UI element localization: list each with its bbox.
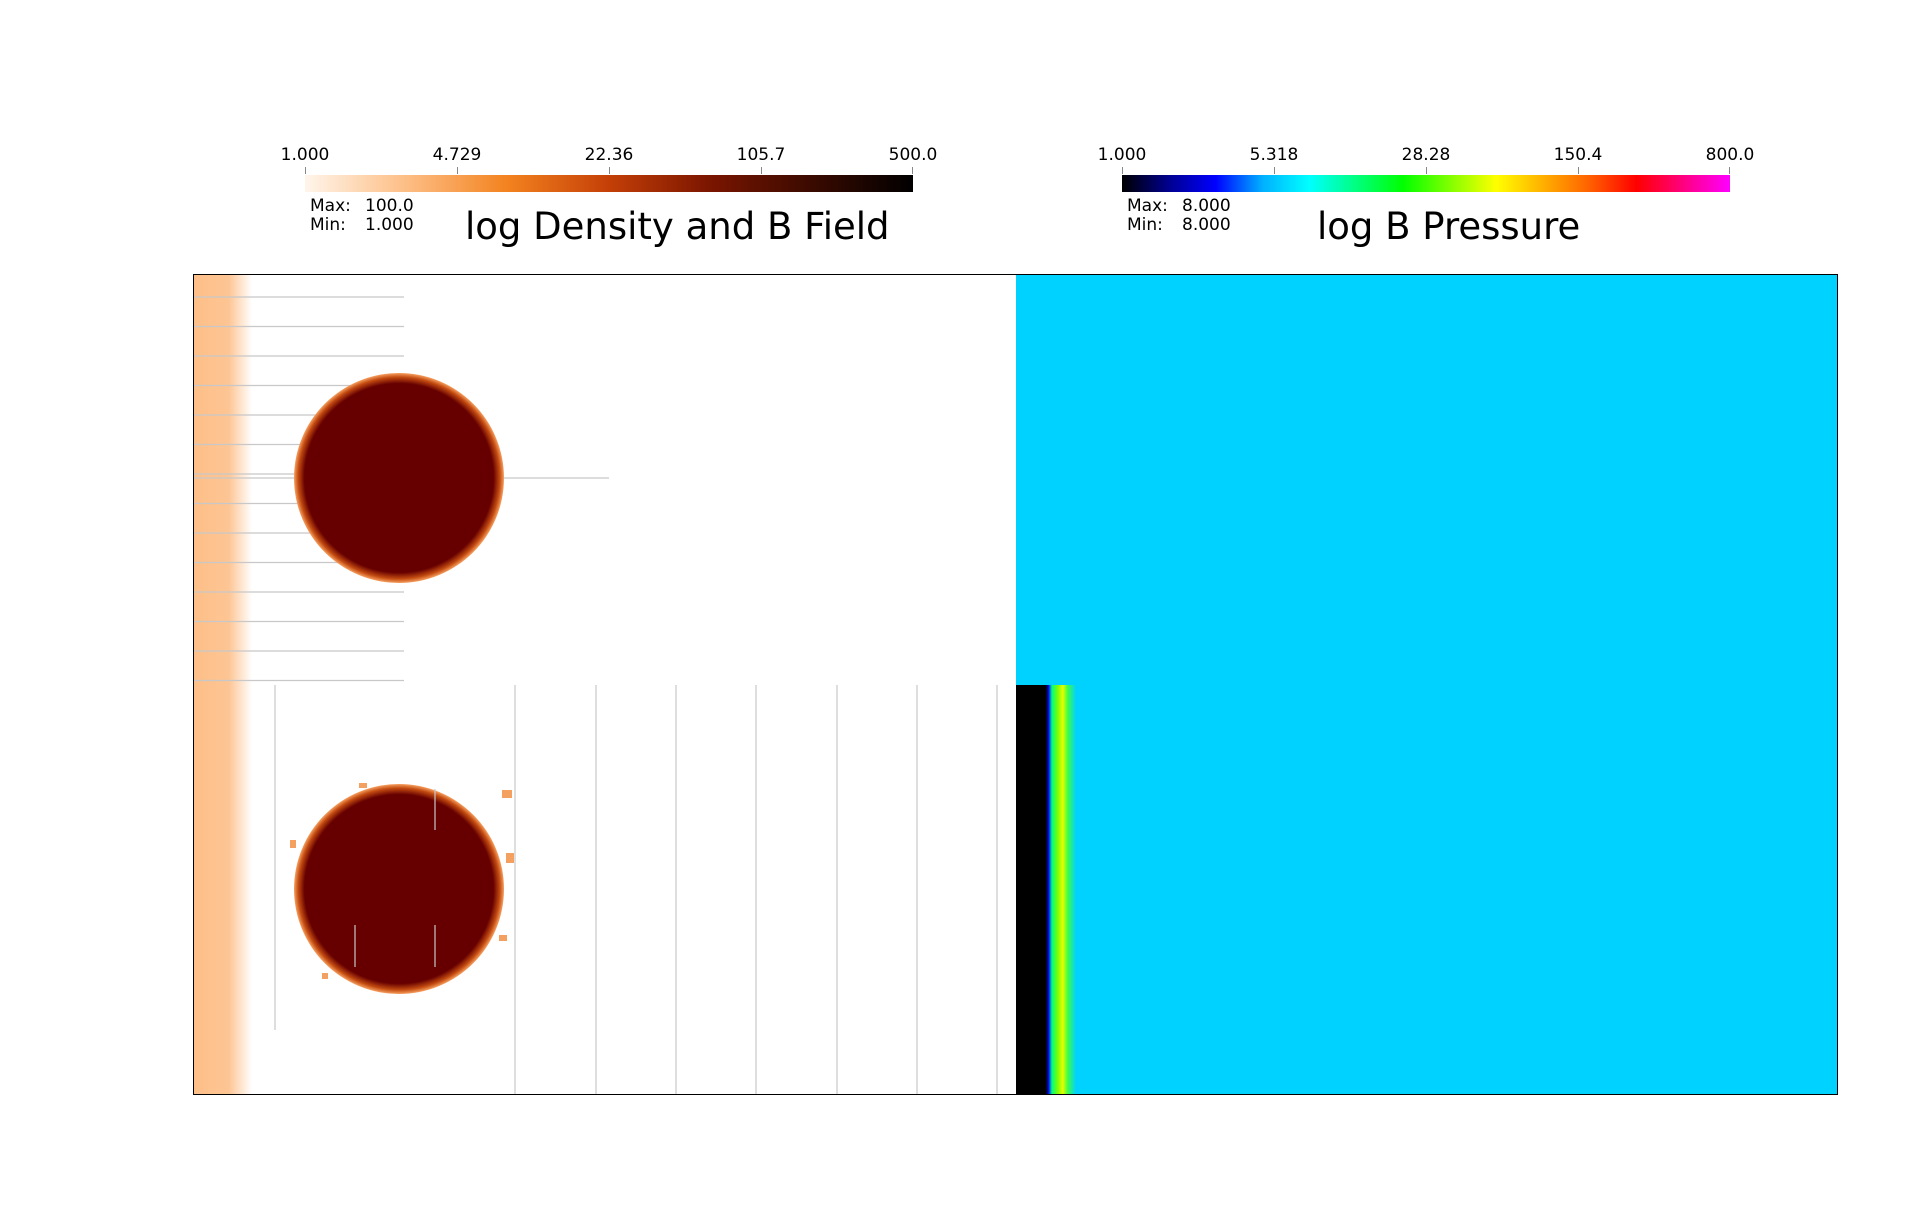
min-label: Min: [1127,215,1163,235]
min-row: Min: 1.000 [310,216,414,235]
b-field-lines-through-cloud [354,789,436,967]
pressure-colorbar: 1.000 5.318 28.28 150.4 800.0 Max: 8.000 … [1098,145,1755,255]
tick-label: 105.7 [736,145,786,165]
density-range-stats: Max: 100.0 Min: 1.000 [310,197,414,235]
tick-mark [1122,167,1123,174]
tick-label: 1.000 [280,145,330,165]
max-row: Max: 8.000 [1127,197,1231,216]
density-colorbar-gradient [305,175,913,192]
low-density-band [194,275,252,1094]
max-value: 8.000 [1182,196,1231,216]
tick-mark [609,167,610,174]
pressure-panel [1016,275,1837,1094]
tick-label: 22.36 [584,145,634,165]
tick-mark [1729,167,1730,174]
pressure-gradient-strip [1016,685,1076,1094]
min-label: Min: [310,215,346,235]
b-field-lines-vertical [274,685,998,1094]
max-label: Max: [1127,196,1168,216]
tick-label: 5.318 [1249,145,1299,165]
fringe-pixel [290,840,296,848]
tick-label: 150.4 [1553,145,1603,165]
density-panel [194,275,1016,1094]
pressure-colorbar-gradient [1122,175,1730,192]
render-viewport[interactable] [193,274,1838,1095]
tick-label: 800.0 [1705,145,1755,165]
min-value: 1.000 [365,215,414,235]
pressure-title: log B Pressure [1317,205,1581,248]
min-value: 8.000 [1182,215,1231,235]
max-label: Max: [310,196,351,216]
fringe-pixel [506,853,514,863]
density-background [194,275,1016,1094]
b-field-lines-horizontal [194,296,404,682]
min-row: Min: 8.000 [1127,216,1231,235]
fringe-pixel [499,935,507,941]
density-colorbar-ticks: 1.000 4.729 22.36 105.7 500.0 [281,145,937,175]
max-row: Max: 100.0 [310,197,414,216]
tick-label: 1.000 [1097,145,1147,165]
density-title: log Density and B Field [465,205,890,248]
dense-cloud-lower-fringe [290,783,514,979]
tick-mark [1274,167,1275,174]
dense-cloud-lower [294,784,504,994]
pressure-range-stats: Max: 8.000 Min: 8.000 [1127,197,1231,235]
tick-mark [912,167,913,174]
tick-mark [1578,167,1579,174]
tick-mark [1426,167,1427,174]
tick-mark [761,167,762,174]
density-colorbar: 1.000 4.729 22.36 105.7 500.0 Max: 100.0 … [281,145,938,255]
tick-label: 28.28 [1401,145,1451,165]
fringe-pixel [322,973,328,979]
tick-label: 4.729 [432,145,482,165]
fringe-pixel [502,790,512,798]
render-canvas [194,275,1837,1094]
tick-mark [305,167,306,174]
tick-mark [457,167,458,174]
dense-cloud-upper [294,373,504,583]
pressure-background [1016,275,1837,1094]
max-value: 100.0 [365,196,414,216]
tick-label: 500.0 [888,145,938,165]
fringe-pixel [359,783,367,788]
pressure-colorbar-ticks: 1.000 5.318 28.28 150.4 800.0 [1098,145,1754,175]
